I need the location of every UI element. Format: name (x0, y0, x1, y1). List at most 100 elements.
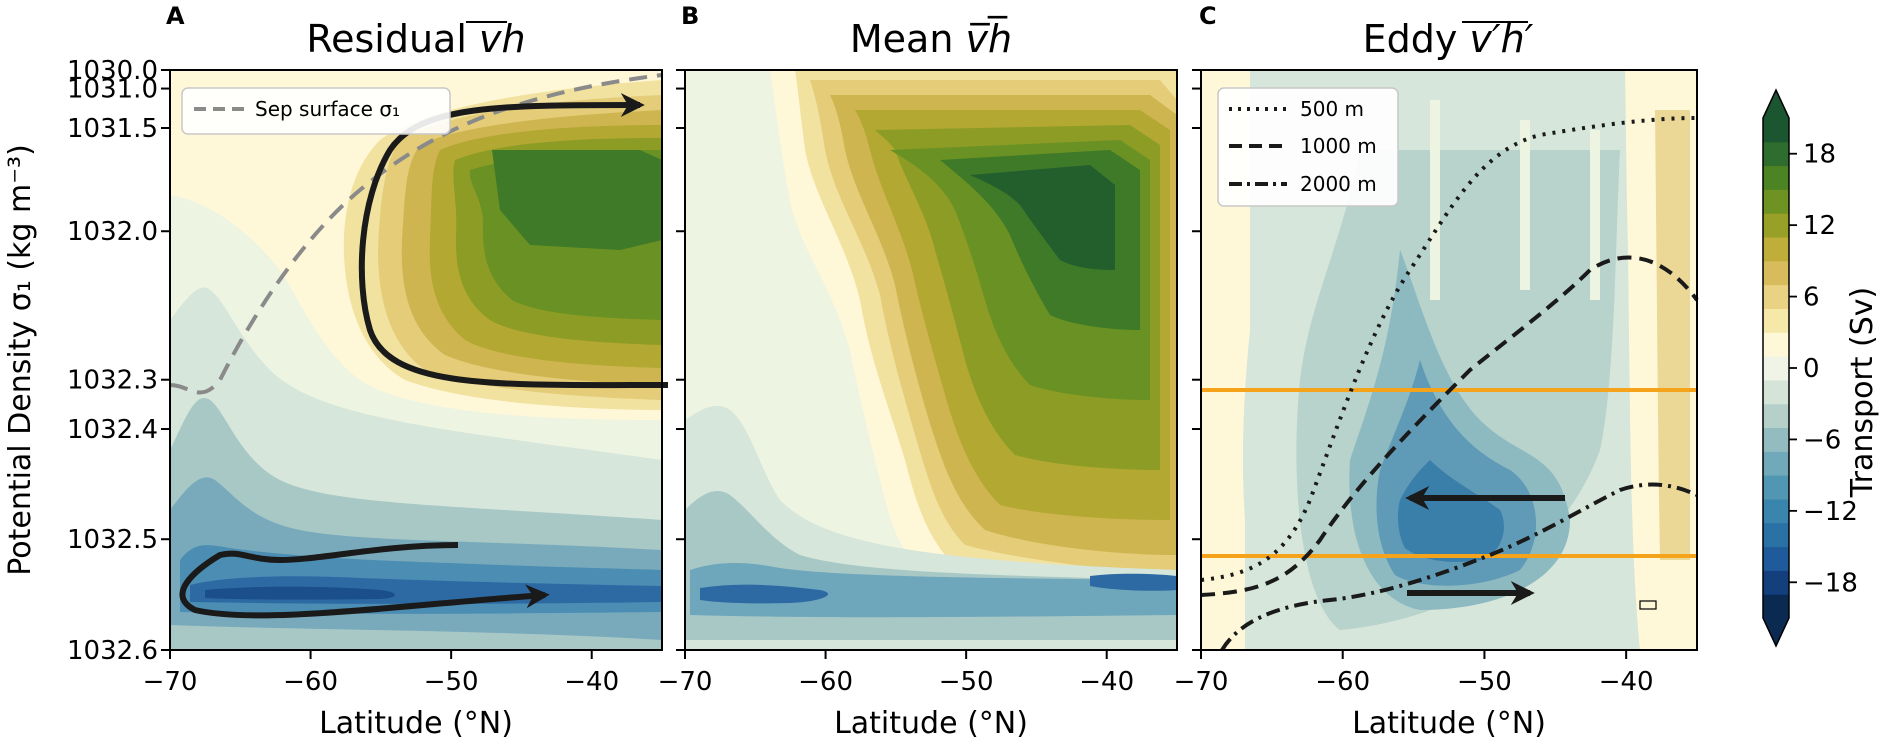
colorbar-band (1763, 237, 1789, 262)
colorbar-band (1763, 308, 1789, 333)
colorbar-band (1763, 379, 1789, 405)
lower-cell-arrow (179, 542, 550, 619)
x-axis-label: Latitude (°N) (319, 706, 513, 741)
colorbar-band (1763, 213, 1789, 238)
x-tick-label: −70 (143, 667, 198, 697)
legend-a: Sep surface σ₁ (181, 87, 451, 135)
upper-cell-arrow (358, 93, 669, 389)
colorbar-band (1763, 332, 1789, 357)
legend-c: 500 m 1000 m 2000 m (1217, 87, 1399, 207)
line-500m (1200, 116, 1698, 582)
panel-a: A Residual vh Sep su (166, 2, 669, 651)
legend-a-label: Sep surface σ₁ (255, 97, 400, 121)
legend-c-label-1000: 1000 m (1300, 134, 1377, 158)
colorbar-band (1763, 427, 1789, 452)
colorbar-band (1763, 451, 1789, 476)
panel-b-contours (685, 70, 1177, 650)
colorbar-band (1763, 284, 1789, 309)
panel-a-overlays (169, 73, 669, 619)
panel-b-level-13 (700, 584, 829, 604)
panel-a-level-8 (492, 150, 662, 250)
x-tick-label: −60 (1315, 667, 1370, 697)
legend-c-label-500: 500 m (1300, 97, 1364, 121)
panel-c-overlays (1200, 116, 1699, 652)
x-axis-label: Latitude (°N) (1352, 706, 1546, 741)
colorbar-outline (1762, 88, 1790, 648)
line-2000m (1220, 482, 1698, 652)
x-tick-label: −60 (283, 667, 338, 697)
x-tick-label: −60 (798, 667, 853, 697)
colorbar-band (1763, 546, 1789, 571)
panel-b-level-14 (1090, 573, 1177, 591)
colorbar-band (1763, 594, 1789, 619)
colorbar-extend-top (1763, 90, 1789, 118)
y-tick-label: 1032.6 (67, 636, 158, 666)
colorbar-label: Transport (Sv) (1845, 287, 1880, 499)
line-1000m (1200, 255, 1699, 597)
panel-letter-a: A (166, 2, 185, 30)
colorbar-tick-label: −18 (1803, 568, 1858, 598)
panel-b-level-9 (970, 165, 1115, 270)
legend-c-label-2000: 2000 m (1300, 172, 1377, 196)
panel-a-title-main: Residual (306, 17, 479, 61)
small-contour-patch (1639, 600, 1657, 610)
colorbar: 18 12 6 0 −6 −12 −18 (1762, 88, 1858, 648)
x-tick-label: −50 (939, 667, 994, 697)
x-tick-label: −50 (424, 667, 479, 697)
panel-c-level-8 (1430, 100, 1440, 300)
panel-c-level-1 (1201, 70, 1250, 650)
colorbar-band (1763, 189, 1789, 214)
y-tick-label: 1032.5 (67, 525, 158, 555)
colorbar-tick-label: 6 (1803, 283, 1820, 313)
panel-c-title-main: Eddy (1363, 17, 1470, 61)
colorbar-band (1763, 356, 1789, 381)
panel-b-level-12 (690, 563, 1177, 618)
panel-c-level-9 (1520, 120, 1530, 290)
colorbar-band (1763, 141, 1789, 167)
colorbar-band (1763, 570, 1789, 595)
x-tick-label: −40 (1599, 667, 1654, 697)
colorbar-band (1763, 498, 1789, 524)
colorbar-band (1763, 260, 1789, 286)
panel-b-frame (684, 69, 1178, 651)
panel-b: B Mean v̅h̅ (681, 2, 1178, 651)
panel-c-level-3 (1655, 110, 1690, 560)
panel-c-frame (1200, 69, 1698, 651)
y-axis-label: Potential Density σ₁ (kg m⁻³) (3, 144, 38, 576)
y-tick-label: 1031.0 (67, 75, 158, 105)
y-tick-label: 1030.0 (67, 56, 158, 86)
y-tick-label: 1031.5 (67, 114, 158, 144)
colorbar-band (1763, 165, 1789, 190)
colorbar-tick-label: −12 (1803, 497, 1858, 527)
colorbar-tick-label: 0 (1803, 354, 1820, 384)
panel-a-contours (170, 70, 662, 650)
panel-a-title-var: vh (479, 17, 526, 61)
panel-b-title-main: Mean (850, 17, 966, 61)
y-tick-label: 1032.0 (67, 217, 158, 247)
panel-a-level-14 (205, 586, 395, 600)
colorbar-tick-label: −6 (1803, 425, 1841, 455)
colorbar-band (1763, 475, 1789, 500)
panel-a-frame (169, 69, 663, 651)
panel-c-level-7 (1397, 460, 1504, 562)
colorbar-band (1763, 118, 1789, 143)
panel-c: C Eddy v′h′ 5 (1199, 2, 1699, 652)
colorbar-band (1763, 403, 1789, 429)
panel-c-title: Eddy v′h′ (1363, 17, 1534, 61)
panel-letter-b: B (681, 2, 699, 30)
panel-b-title: Mean v̅h̅ (850, 16, 1012, 61)
x-tick-label: −40 (564, 667, 619, 697)
y-tick-label: 1032.3 (67, 366, 158, 396)
colorbar-tick-label: 18 (1803, 140, 1836, 170)
colorbar-extend-bottom (1763, 618, 1789, 646)
axes-layer: −70 −60 −50 −40 Latitude (°N) −70 −60 −50 −40 Lat… (67, 56, 1654, 741)
colorbar-band (1763, 522, 1789, 548)
x-tick-label: −50 (1457, 667, 1512, 697)
legend-a-box (181, 87, 451, 135)
x-tick-label: −70 (658, 667, 713, 697)
panel-a-title: Residual vh (306, 17, 525, 61)
panel-letter-c: C (1199, 2, 1217, 30)
colorbar-tick-label: 12 (1803, 211, 1836, 241)
y-tick-label: 1032.4 (67, 415, 158, 445)
